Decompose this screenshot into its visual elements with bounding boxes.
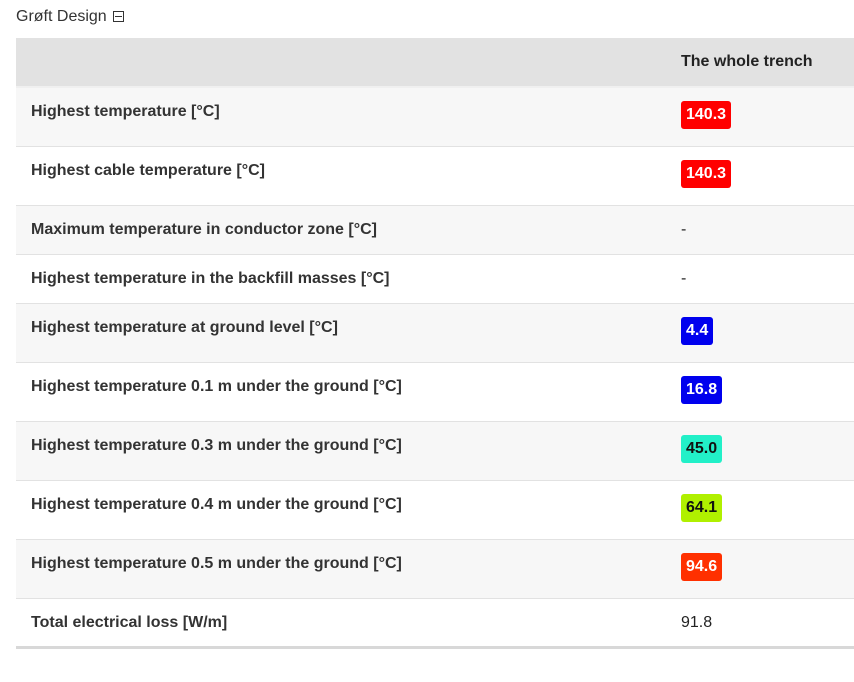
row-value-cell: -	[681, 204, 854, 254]
value-badge: 64.1	[681, 493, 723, 522]
value-badge: 4.4	[681, 316, 714, 345]
title-text: Grøft Design	[16, 8, 107, 25]
value-badge: 16.8	[681, 375, 723, 404]
table-row: Highest temperature in the backfill mass…	[16, 253, 854, 303]
row-label: Highest temperature 0.4 m under the grou…	[16, 479, 681, 539]
row-label: Highest temperature 0.5 m under the grou…	[16, 538, 681, 598]
row-value-cell: 45.0	[681, 420, 854, 480]
value-badge: 45.0	[681, 434, 723, 463]
table-row: Highest temperature 0.5 m under the grou…	[16, 538, 854, 598]
value-badge: 140.3	[681, 159, 732, 188]
row-label: Highest temperature 0.3 m under the grou…	[16, 420, 681, 480]
row-label: Highest temperature 0.1 m under the grou…	[16, 361, 681, 421]
value-badge: 94.6	[681, 552, 723, 581]
row-label: Highest temperature at ground level [°C]	[16, 302, 681, 362]
value-badge: 140.3	[681, 101, 732, 129]
header-cell	[16, 38, 681, 88]
table-row: Maximum temperature in conductor zone [°…	[16, 204, 854, 254]
row-value-cell: 4.4	[681, 302, 854, 362]
row-label: Total electrical loss [W/m]	[16, 597, 681, 647]
row-value-cell: 140.3	[681, 86, 854, 146]
table-row: Highest temperature at ground level [°C]…	[16, 302, 854, 362]
row-value-cell: 91.8	[681, 597, 854, 647]
header-cell: The whole trench	[681, 38, 854, 88]
row-value-cell: 140.3	[681, 145, 854, 205]
value-text: -	[681, 220, 687, 238]
row-value-cell: 94.6	[681, 538, 854, 598]
collapse-icon[interactable]	[112, 11, 124, 22]
row-value-cell: 16.8	[681, 361, 854, 421]
section-title: Grøft Design	[16, 8, 124, 26]
table-row: Highest temperature 0.1 m under the grou…	[16, 361, 854, 421]
row-value-cell: -	[681, 253, 854, 303]
header-row: The whole trench	[16, 38, 854, 88]
table-row: Total electrical loss [W/m] 91.8	[16, 597, 854, 647]
results-table: The whole trench Highest temperature [°C…	[16, 38, 854, 649]
table-row: Highest cable temperature [°C] 140.3	[16, 145, 854, 205]
row-value-cell: 64.1	[681, 479, 854, 539]
row-label: Maximum temperature in conductor zone [°…	[16, 204, 681, 254]
table-row: Highest temperature [°C] 140.3	[16, 86, 854, 146]
row-label: Highest temperature [°C]	[16, 86, 681, 146]
value-text: 91.8	[681, 613, 713, 631]
row-label: Highest cable temperature [°C]	[16, 145, 681, 205]
table-row: Highest temperature 0.4 m under the grou…	[16, 479, 854, 539]
row-label: Highest temperature in the backfill mass…	[16, 253, 681, 303]
table-row: Highest temperature 0.3 m under the grou…	[16, 420, 854, 480]
value-text: -	[681, 269, 687, 287]
